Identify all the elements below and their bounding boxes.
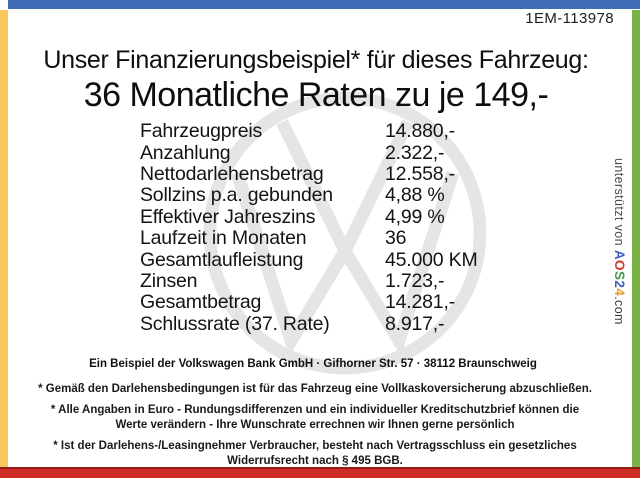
row-label: Gesamtlaufleistung bbox=[140, 248, 304, 271]
table-row: Fahrzeugpreis 14.880,- bbox=[140, 120, 510, 143]
page-subtitle: 36 Monatliche Raten zu je 149,- bbox=[83, 76, 549, 114]
row-label: Zinsen bbox=[140, 269, 198, 292]
footnote: * Gemäß den Darlehensbedingungen ist für… bbox=[38, 383, 592, 395]
table-row: Effektiver Jahreszins 4,99 % bbox=[140, 205, 510, 228]
table-row: Laufzeit in Monaten 36 bbox=[140, 227, 510, 250]
row-label: Schlussrate (37. Rate) bbox=[140, 312, 330, 335]
table-row: Sollzins p.a. gebunden 4,88 % bbox=[140, 184, 510, 207]
footnote: * Alle Angaben in Euro - Rundungsdiffere… bbox=[50, 404, 580, 431]
frame-left-bar bbox=[0, 10, 8, 468]
supporter-prefix: unterstützt von bbox=[612, 158, 626, 250]
row-label: Gesamtbetrag bbox=[140, 291, 262, 314]
supporter-credit: unterstützt von AOS24.com bbox=[612, 158, 627, 325]
bank-info-line: Ein Beispiel der Volkswagen Bank GmbH · … bbox=[89, 358, 537, 370]
table-row: Schlussrate (37. Rate) 8.917,- bbox=[140, 312, 510, 335]
brand-letter: S bbox=[612, 270, 627, 281]
row-label: Fahrzeugpreis bbox=[140, 120, 263, 143]
table-row: Anzahlung 2.322,- bbox=[140, 141, 510, 164]
row-label: Effektiver Jahreszins bbox=[140, 205, 316, 228]
row-value: 45.000 KM bbox=[385, 248, 478, 271]
frame-right-bar bbox=[632, 10, 640, 468]
finance-table: Fahrzeugpreis 14.880,- Anzahlung 2.322,-… bbox=[140, 120, 510, 335]
row-value: 2.322,- bbox=[385, 141, 445, 164]
row-value: 4,88 % bbox=[385, 184, 445, 207]
brand-letter: O bbox=[612, 260, 627, 271]
row-value: 36 bbox=[385, 227, 407, 250]
table-row: Nettodarlehensbetrag 12.558,- bbox=[140, 162, 510, 185]
row-value: 14.281,- bbox=[385, 291, 455, 314]
page-title: Unser Finanzierungsbeispiel* für dieses … bbox=[43, 46, 589, 74]
vw-logo-icon bbox=[203, 91, 487, 375]
row-label: Laufzeit in Monaten bbox=[140, 227, 307, 250]
brand-letter: 4 bbox=[612, 288, 627, 297]
supporter-suffix: .com bbox=[612, 296, 626, 325]
document-id: 1EM-113978 bbox=[525, 10, 614, 27]
row-value: 14.880,- bbox=[385, 120, 455, 143]
row-value: 1.723,- bbox=[385, 269, 445, 292]
frame-top-bar bbox=[8, 0, 640, 9]
brand-letter: 2 bbox=[612, 280, 627, 289]
row-label: Anzahlung bbox=[140, 141, 231, 164]
row-value: 8.917,- bbox=[385, 312, 445, 335]
footnotes: * Gemäß den Darlehensbedingungen ist für… bbox=[34, 382, 596, 475]
footnote: * Ist der Darlehens-/Leasingnehmer Verbr… bbox=[53, 440, 577, 467]
row-value: 4,99 % bbox=[385, 205, 445, 228]
row-value: 12.558,- bbox=[385, 162, 455, 185]
table-row: Zinsen 1.723,- bbox=[140, 269, 510, 292]
table-row: Gesamtbetrag 14.281,- bbox=[140, 291, 510, 314]
table-row: Gesamtlaufleistung 45.000 KM bbox=[140, 248, 510, 271]
brand-letter: A bbox=[612, 249, 627, 261]
row-label: Nettodarlehensbetrag bbox=[140, 162, 324, 185]
row-label: Sollzins p.a. gebunden bbox=[140, 184, 333, 207]
frame-bottom-bar bbox=[0, 467, 640, 478]
